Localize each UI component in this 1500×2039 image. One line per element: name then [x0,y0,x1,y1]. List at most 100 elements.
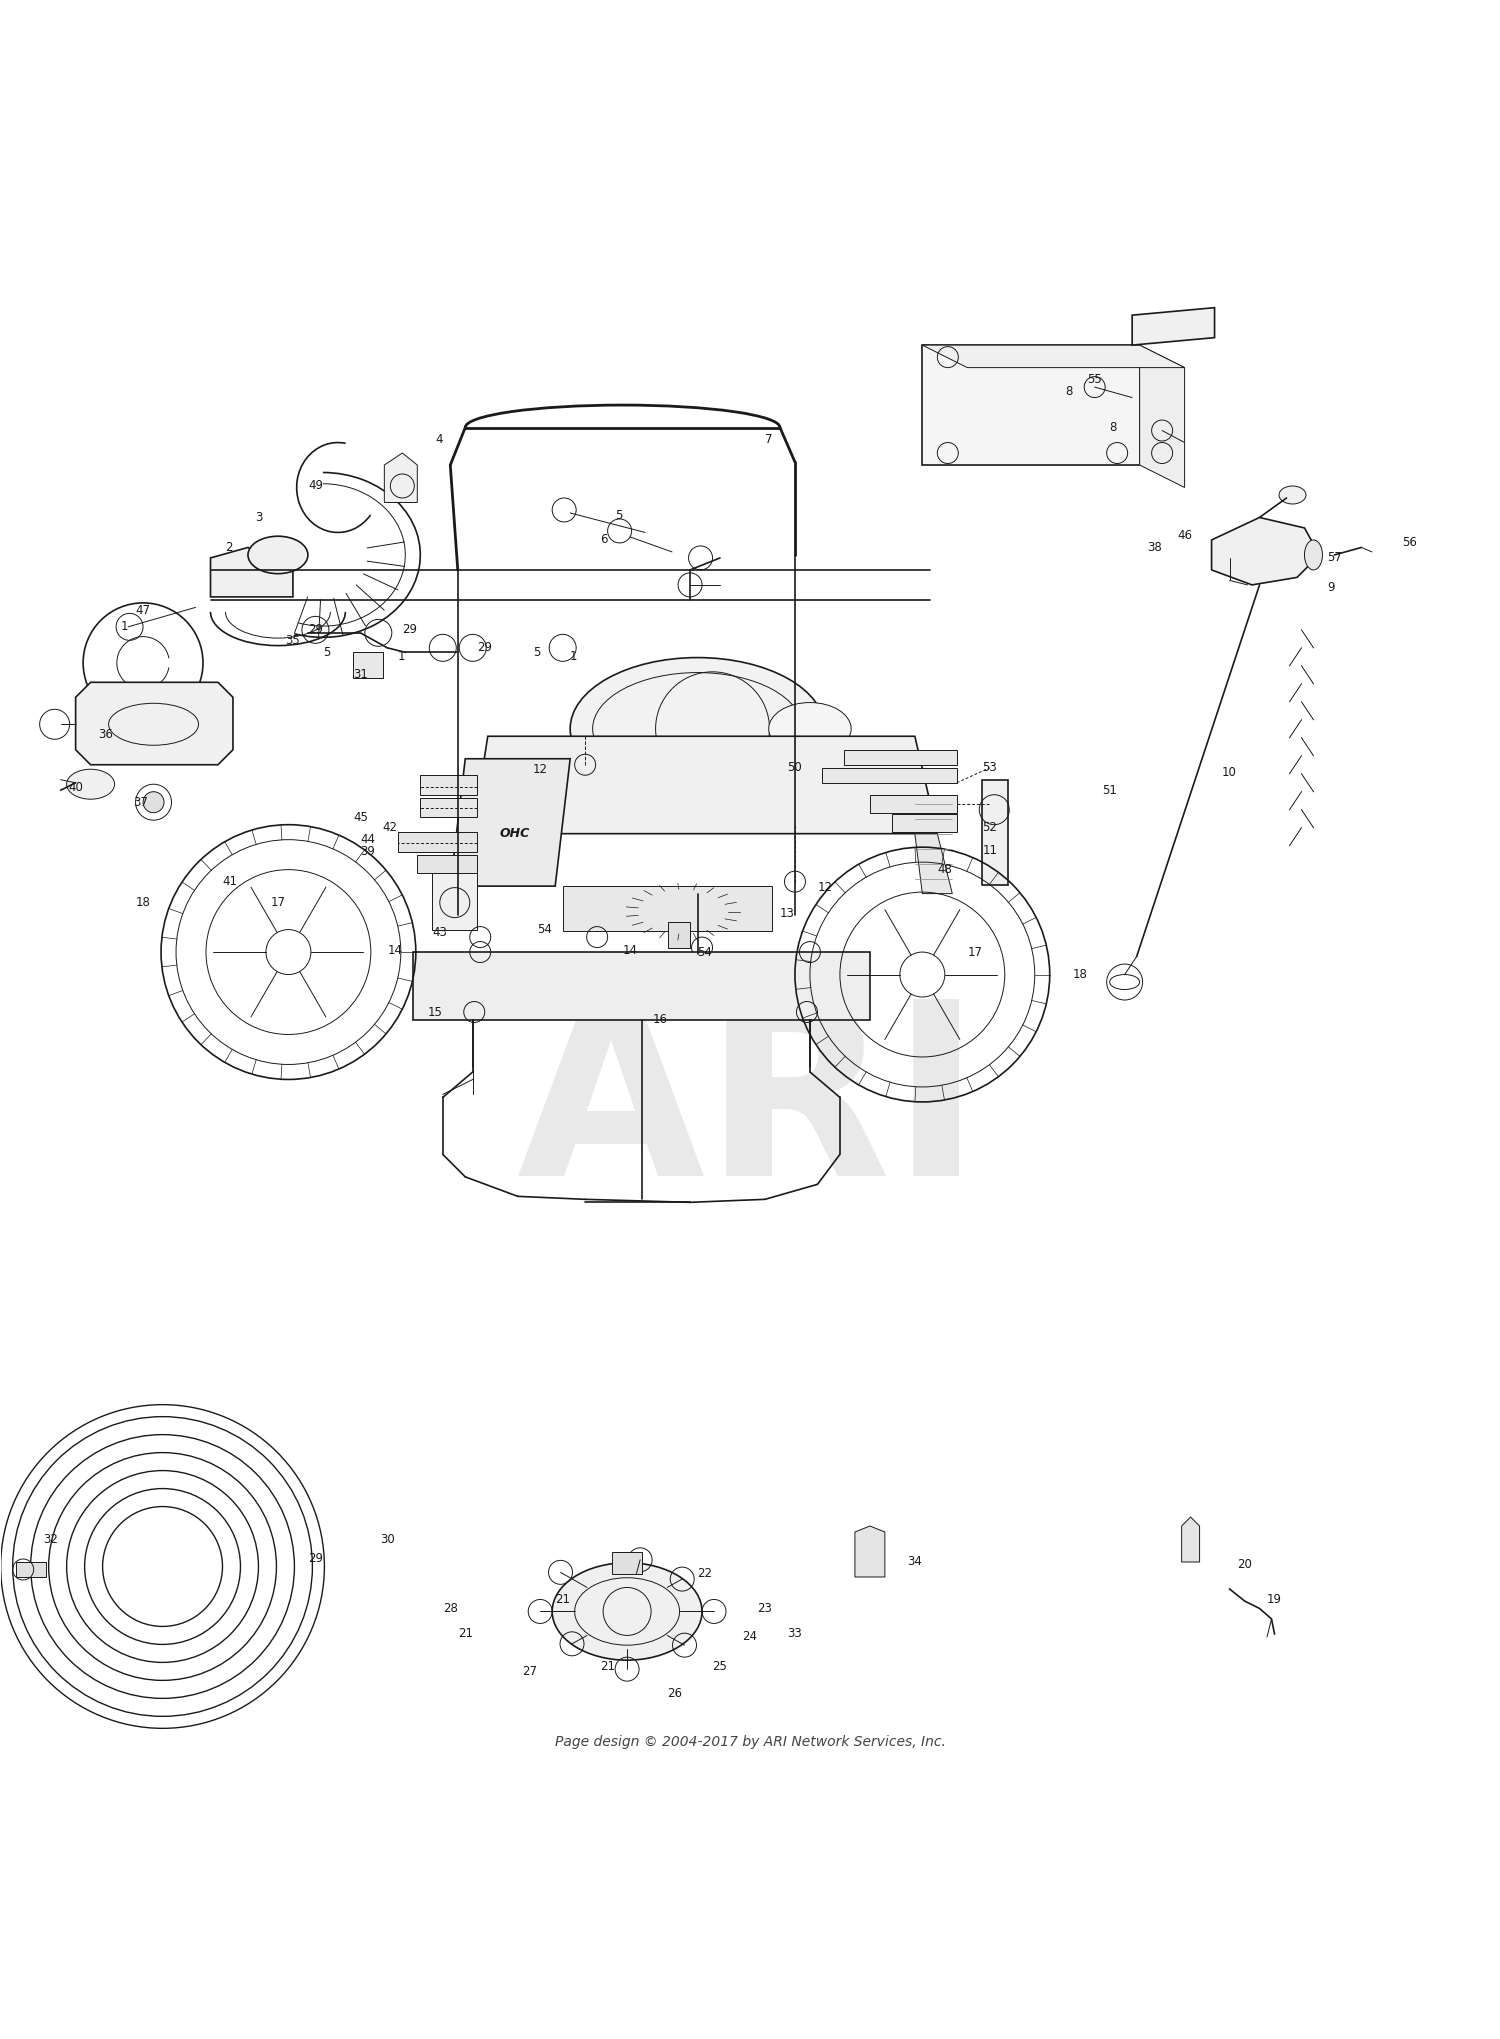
Ellipse shape [248,536,308,573]
Text: 5: 5 [615,510,622,522]
Polygon shape [612,1552,642,1574]
Text: 43: 43 [432,926,447,940]
Text: 27: 27 [522,1666,537,1678]
Text: 15: 15 [427,1005,442,1020]
Text: 28: 28 [442,1603,458,1615]
Text: 37: 37 [132,795,147,809]
Text: 1: 1 [120,620,128,634]
Text: 29: 29 [402,624,417,636]
Ellipse shape [1280,485,1306,504]
Text: 46: 46 [1178,528,1192,542]
Text: 14: 14 [387,944,402,956]
Polygon shape [562,887,772,932]
Text: 3: 3 [255,512,262,524]
Text: 23: 23 [758,1603,772,1615]
Polygon shape [420,797,477,818]
Text: 31: 31 [352,669,368,681]
Text: 49: 49 [308,479,322,493]
Ellipse shape [570,659,825,799]
Text: 50: 50 [788,761,802,775]
Polygon shape [844,750,957,765]
Text: 17: 17 [270,895,285,909]
Text: 11: 11 [982,844,998,856]
Text: 8: 8 [1065,385,1072,398]
Text: 29: 29 [477,642,492,655]
Ellipse shape [768,703,850,754]
Text: 35: 35 [285,634,300,646]
Text: 51: 51 [1102,783,1118,797]
Polygon shape [450,759,570,887]
Polygon shape [822,769,957,783]
Text: 9: 9 [1328,581,1335,595]
Text: 36: 36 [98,728,112,742]
Polygon shape [1182,1517,1200,1562]
Text: 41: 41 [222,875,237,889]
Text: 56: 56 [1402,536,1417,548]
Text: 57: 57 [1328,551,1342,565]
Text: 7: 7 [765,432,772,447]
Text: 5: 5 [322,646,330,659]
Polygon shape [870,795,957,814]
Polygon shape [15,1562,45,1576]
Text: 52: 52 [982,822,998,834]
Text: 44: 44 [360,834,375,846]
Polygon shape [413,952,870,1020]
Polygon shape [210,546,292,597]
Text: 53: 53 [982,761,998,775]
Text: OHC: OHC [500,828,530,840]
Text: 32: 32 [44,1533,57,1546]
Polygon shape [892,814,957,832]
Text: 25: 25 [712,1660,728,1674]
Polygon shape [922,345,1140,465]
Text: 22: 22 [698,1568,712,1580]
Text: 48: 48 [938,862,952,877]
Polygon shape [472,736,938,834]
Text: 1: 1 [398,650,405,663]
Text: 17: 17 [968,946,982,958]
Text: 24: 24 [742,1631,758,1643]
Text: 6: 6 [600,534,608,546]
Ellipse shape [552,1562,702,1660]
Text: 47: 47 [135,604,150,618]
Polygon shape [432,873,477,930]
Ellipse shape [66,769,114,799]
Text: 14: 14 [622,944,638,956]
Text: 55: 55 [1088,373,1102,385]
Polygon shape [922,345,1185,367]
Polygon shape [855,1525,885,1576]
Ellipse shape [1305,540,1323,571]
Text: 34: 34 [908,1556,922,1568]
Text: 45: 45 [352,812,368,824]
Text: 29: 29 [308,624,322,636]
Text: 10: 10 [1222,767,1238,779]
Text: 29: 29 [308,1552,322,1566]
Text: 21: 21 [458,1627,472,1641]
Text: 39: 39 [360,844,375,858]
Polygon shape [1140,345,1185,487]
Text: 18: 18 [1072,969,1088,981]
Text: 30: 30 [380,1533,394,1546]
Text: 21: 21 [600,1660,615,1674]
Polygon shape [915,834,952,893]
Text: 8: 8 [1110,420,1118,434]
Polygon shape [1212,518,1320,585]
Polygon shape [1132,308,1215,345]
Text: 54: 54 [698,946,712,958]
Text: Page design © 2004-2017 by ARI Network Services, Inc.: Page design © 2004-2017 by ARI Network S… [555,1735,945,1749]
Text: 38: 38 [1148,540,1162,555]
Text: 33: 33 [788,1627,802,1641]
Text: 20: 20 [1238,1558,1252,1572]
Polygon shape [982,779,1008,885]
Text: 26: 26 [668,1688,682,1701]
Polygon shape [417,854,477,873]
Polygon shape [384,453,417,502]
Text: 40: 40 [68,781,82,793]
Polygon shape [668,922,690,948]
Text: 18: 18 [135,895,150,909]
Text: 19: 19 [1268,1592,1282,1607]
Polygon shape [75,683,232,765]
Text: 5: 5 [532,646,540,659]
Text: 16: 16 [652,1013,668,1026]
Text: ARI: ARI [518,991,982,1227]
Text: 12: 12 [532,763,548,775]
